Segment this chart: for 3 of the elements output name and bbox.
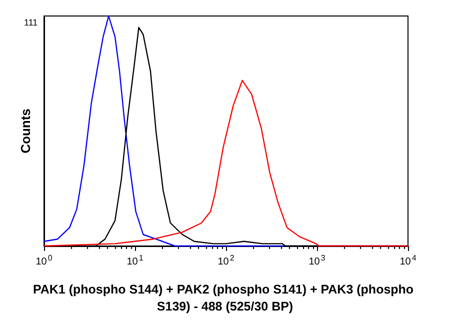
- y-axis-title: Counts: [18, 108, 33, 154]
- text: 111: [24, 18, 38, 28]
- x-axis-title: PAK1 (phospho S144) + PAK2 (phospho S141) + PAK3 (phospho S139) - 488 (525/30 BP): [32, 282, 418, 314]
